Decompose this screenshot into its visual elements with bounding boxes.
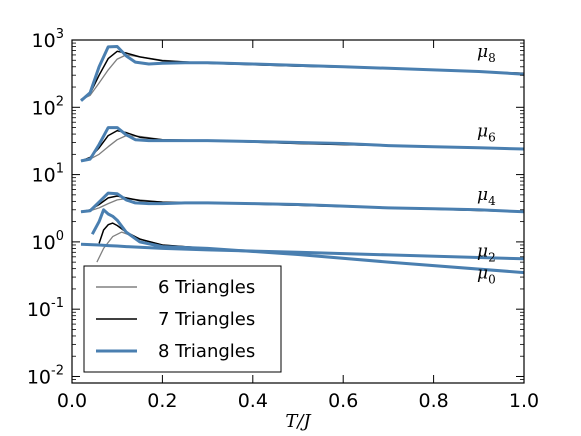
- x-tick-label: 0.6: [328, 390, 358, 412]
- series-line-8-triangles-11: [80, 242, 525, 261]
- y-tick-label: 100: [32, 229, 64, 254]
- y-tick-label: 102: [32, 94, 64, 119]
- x-tick-label: 1.0: [509, 390, 539, 412]
- y-tick-label: 10-1: [27, 296, 64, 321]
- moment-label-0: μ0: [477, 263, 496, 286]
- legend: 6 Triangles 7 Triangles 8 Triangles: [83, 265, 282, 373]
- series-line-7-triangles-4: [80, 129, 525, 162]
- y-tick-label: 10-2: [27, 363, 64, 388]
- moment-label-2: μ2: [477, 241, 496, 264]
- series-line-8-triangles-2: [80, 45, 525, 102]
- x-tick-label: 0.0: [57, 390, 87, 412]
- series-line-8-triangles-14: [90, 208, 525, 275]
- series-layer: [80, 45, 525, 275]
- series-line-7-triangles-1: [80, 50, 525, 101]
- y-tick-label: 101: [32, 162, 64, 187]
- moment-label-8: μ8: [477, 42, 496, 65]
- legend-text-7-triangles: 7 Triangles: [158, 309, 255, 330]
- legend-text-8-triangles: 8 Triangles: [158, 341, 255, 362]
- x-tick-label: 0.2: [147, 390, 177, 412]
- moment-label-4: μ4: [477, 185, 496, 208]
- moment-label-6: μ6: [477, 122, 496, 145]
- labels-layer: 0.0 0.2 0.4 0.6 0.8 1.0 10-2 10-1 100 101 102 103 μ8…: [27, 27, 539, 412]
- y-tick-label: 103: [32, 27, 64, 52]
- series-line-6-triangles-0: [80, 54, 525, 101]
- x-tick-label: 0.8: [418, 390, 448, 412]
- ticks-layer: [71, 39, 525, 384]
- plot-frame: [71, 39, 525, 384]
- legend-text-6-triangles: 6 Triangles: [158, 277, 255, 298]
- x-tick-label: 0.4: [238, 390, 268, 412]
- series-line-8-triangles-5: [80, 126, 525, 163]
- series-line-8-triangles-8: [80, 191, 525, 214]
- x-axis-label: T/J: [285, 411, 312, 432]
